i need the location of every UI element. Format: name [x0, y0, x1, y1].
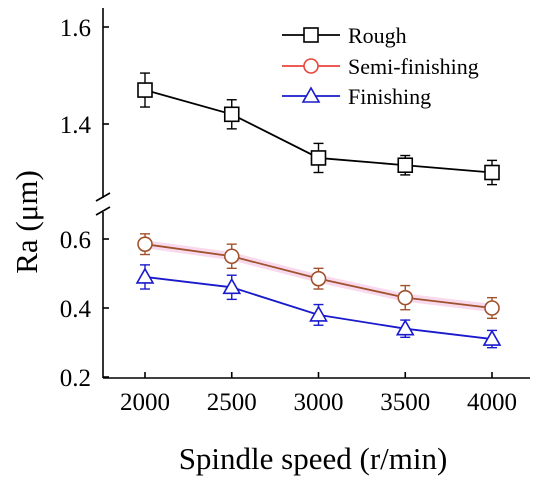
legend-marker [303, 58, 319, 74]
data-point [310, 150, 327, 166]
y-tick-label: 0.4 [60, 296, 92, 323]
legend-marker [301, 86, 321, 103]
series-rough [137, 72, 500, 186]
data-point [222, 277, 242, 295]
x-tick-label: 3500 [380, 389, 430, 416]
axes: 2000 2500 3000 3500 4000 1.6 1.4 0.6 0.4 0.2 [60, 8, 530, 416]
data-point [395, 319, 415, 336]
data-point [137, 236, 153, 252]
axis-break-mark [95, 192, 111, 202]
y-tick-label: 1.6 [60, 15, 91, 42]
legend-marker [303, 27, 319, 43]
data-point [310, 270, 327, 287]
series-finishing [135, 264, 502, 349]
legend: Rough Semi-finishing Finishing [282, 23, 479, 109]
x-axis-title: Spindle speed (r/min) [179, 441, 448, 476]
x-tick-label: 4000 [467, 389, 517, 416]
data-point [135, 267, 155, 284]
data-point [223, 248, 240, 265]
legend-label: Rough [348, 23, 407, 48]
y-axis-title: Ra (μm) [9, 170, 44, 274]
data-point [397, 289, 414, 306]
legend-item: Semi-finishing [282, 54, 479, 79]
data-point [137, 82, 153, 98]
data-point [309, 305, 328, 322]
series-layer [135, 72, 502, 349]
data-point [223, 106, 240, 123]
y-tick-label: 0.2 [60, 365, 91, 392]
y-tick-label: 0.6 [60, 227, 91, 254]
legend-item: Rough [282, 23, 407, 48]
x-tick-label: 2500 [207, 389, 257, 416]
data-point [482, 329, 502, 346]
series-semi-finishing [137, 233, 500, 320]
data-point [484, 164, 500, 181]
legend-label: Finishing [348, 84, 431, 109]
legend-item: Finishing [282, 84, 431, 109]
x-tick-label: 2000 [120, 389, 170, 416]
data-point [397, 157, 414, 174]
x-tick-label: 3000 [294, 389, 344, 416]
data-point [484, 300, 500, 316]
legend-label: Semi-finishing [348, 54, 479, 79]
axis-break-mark [95, 206, 111, 216]
y-tick-label: 1.4 [60, 112, 92, 139]
